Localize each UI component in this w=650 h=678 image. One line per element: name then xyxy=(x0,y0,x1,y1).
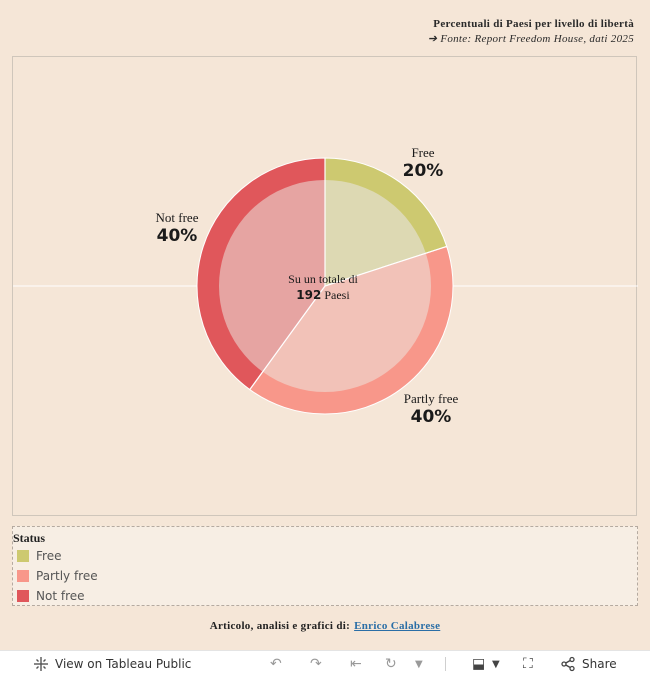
legend-swatch-partly-free xyxy=(17,570,29,582)
label-not-free-name: Not free xyxy=(155,210,199,225)
fullscreen-icon[interactable]: ⛶ xyxy=(523,656,533,672)
chart-title: Percentuali di Paesi per livello di libe… xyxy=(433,18,634,30)
download-icon[interactable]: ⬓ xyxy=(472,656,486,672)
legend: Status Free Partly free Not free xyxy=(12,526,638,606)
share-label: Share xyxy=(582,657,617,671)
slice-separator xyxy=(249,285,326,390)
view-on-tableau-button[interactable]: View on Tableau Public xyxy=(33,656,191,672)
download-dropdown-icon[interactable]: ▼ xyxy=(492,659,500,670)
tableau-toolbar: View on Tableau Public ↶ ↷ ⇤ ↻ ▼ ⬓ ▼ ⛶ S… xyxy=(0,650,650,678)
legend-swatch-not-free xyxy=(17,590,29,602)
label-free: Free 20% xyxy=(383,145,463,181)
slice-inner-partly-free xyxy=(262,253,431,393)
legend-label-free: Free xyxy=(36,549,62,563)
chart-header: Percentuali di Paesi per livello di libe… xyxy=(428,18,634,45)
legend-swatch-free xyxy=(17,550,29,562)
chart-source: ➔ Fonte: Report Freedom House, dati 2025 xyxy=(427,33,634,45)
label-free-name: Free xyxy=(411,145,435,160)
undo-icon[interactable]: ↶ xyxy=(270,656,282,672)
label-not-free-value: 40% xyxy=(156,226,198,246)
share-button[interactable]: Share xyxy=(560,656,617,672)
center-count: 192 xyxy=(296,288,322,302)
slice-separator xyxy=(324,245,447,287)
refresh-icon[interactable]: ↻ xyxy=(385,656,397,672)
share-icon xyxy=(561,656,575,672)
legend-item-partly-free[interactable]: Partly free xyxy=(17,569,98,583)
center-line1: Su un totale di xyxy=(288,272,358,286)
legend-item-not-free[interactable]: Not free xyxy=(17,589,85,603)
label-not-free: Not free 40% xyxy=(137,210,217,246)
legend-item-free[interactable]: Free xyxy=(17,549,61,563)
legend-label-partly-free: Partly free xyxy=(36,569,98,583)
toolbar-separator xyxy=(445,657,446,671)
redo-icon[interactable]: ↷ xyxy=(310,656,322,672)
slice-inner-free xyxy=(325,180,426,286)
tableau-logo-icon xyxy=(34,657,48,671)
chart-frame: Free 20% Not free 40% Partly free 40% Su… xyxy=(12,56,638,516)
author-link[interactable]: Enrico Calabrese xyxy=(354,620,441,632)
slice-inner-not-free xyxy=(219,180,325,372)
label-free-value: 20% xyxy=(402,161,444,181)
center-total: Su un totale di 192 Paesi xyxy=(253,271,393,303)
label-partly-free-value: 40% xyxy=(410,407,452,427)
credits: Articolo, analisi e grafici di: Enrico Ca… xyxy=(0,620,650,632)
label-partly-free: Partly free 40% xyxy=(381,391,481,427)
revert-icon[interactable]: ⇤ xyxy=(350,656,362,672)
credits-text: Articolo, analisi e grafici di: xyxy=(209,620,351,632)
legend-title: Status xyxy=(13,531,46,545)
donut-chart xyxy=(13,157,638,415)
refresh-dropdown-icon[interactable]: ▼ xyxy=(415,659,423,670)
legend-label-not-free: Not free xyxy=(36,589,85,603)
view-on-tableau-label: View on Tableau Public xyxy=(55,657,192,671)
label-partly-free-name: Partly free xyxy=(403,391,459,406)
center-unit: Paesi xyxy=(324,288,350,302)
